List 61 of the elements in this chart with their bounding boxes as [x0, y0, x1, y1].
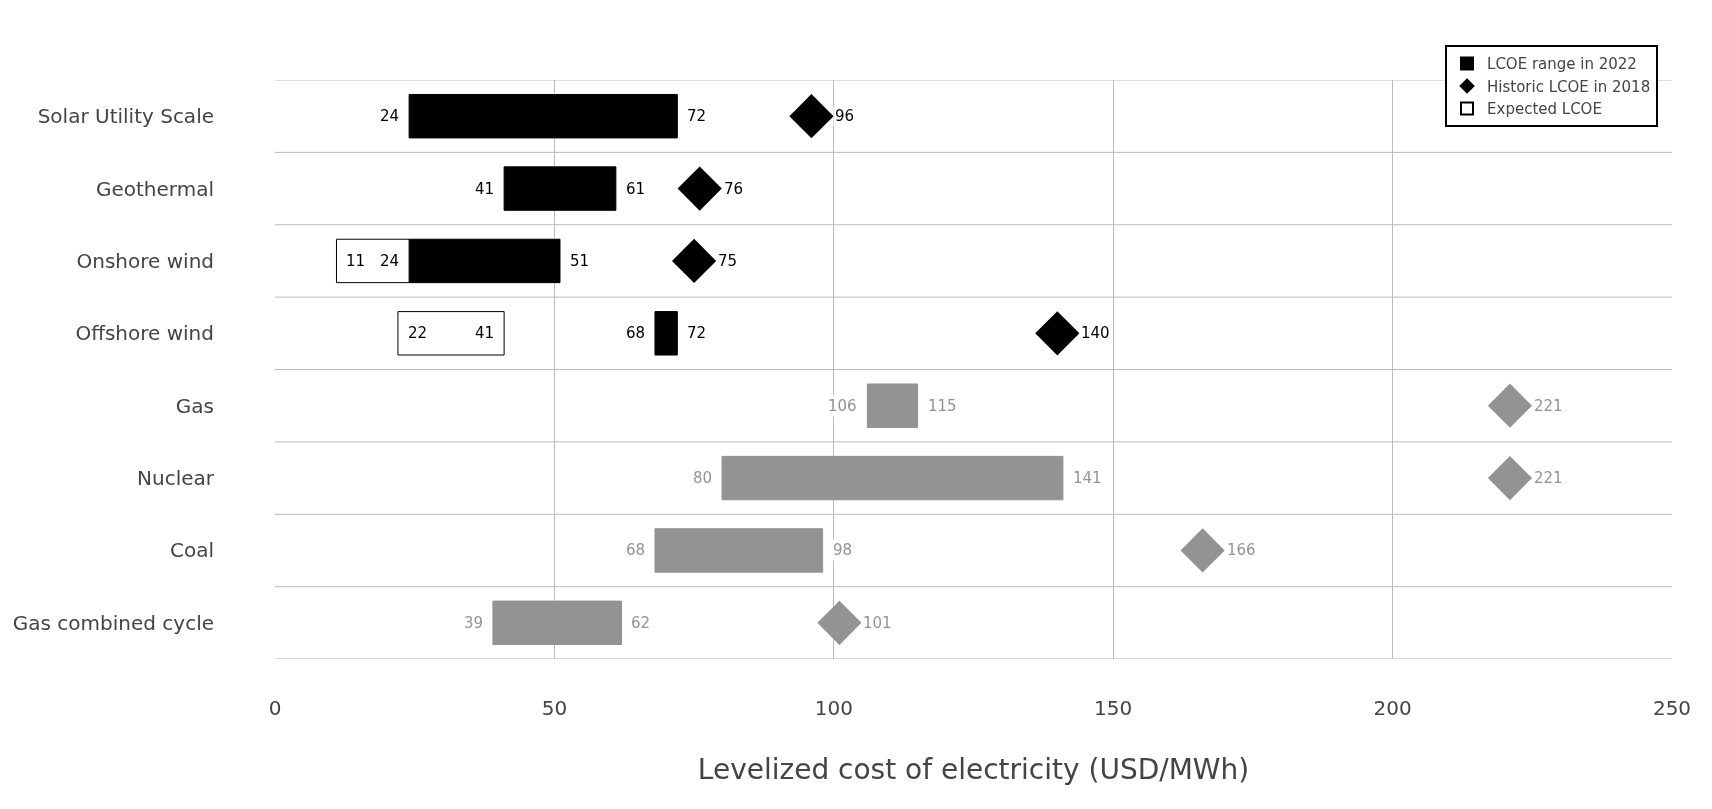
- x-tick-label: 50: [541, 696, 568, 720]
- annotation: 106: [828, 397, 857, 415]
- point: [1180, 528, 1225, 573]
- annotation: 115: [928, 397, 957, 415]
- point: [672, 238, 717, 284]
- y-tick-label: Nuclear: [137, 466, 215, 491]
- annotation: 22: [408, 324, 428, 342]
- bar: [654, 311, 678, 356]
- annotation: 98: [833, 541, 853, 559]
- x-tick-label: 250: [1652, 696, 1692, 720]
- annotation: 68: [626, 324, 646, 342]
- legend-label: LCOE range in 2022: [1487, 55, 1637, 74]
- x-axis-title: Levelized cost of electricity (USD/MWh): [697, 753, 1250, 787]
- annotation: 75: [718, 252, 738, 270]
- annotation: 72: [687, 107, 707, 125]
- x-tick-label: 200: [1373, 696, 1412, 720]
- annotation: 140: [1081, 324, 1110, 342]
- annotation: 96: [835, 107, 855, 125]
- x-tick-label: 0: [268, 696, 282, 720]
- point: [1035, 311, 1080, 356]
- annotation: 41: [475, 324, 495, 342]
- legend-label: Historic LCOE in 2018: [1487, 77, 1651, 96]
- annotation: 72: [687, 324, 707, 342]
- y-tick-label: Gas: [175, 393, 214, 418]
- bar: [654, 528, 824, 573]
- annotation: 221: [1534, 397, 1563, 415]
- y-tick-label: Geothermal: [95, 176, 214, 201]
- legend-label: Expected LCOE: [1487, 100, 1602, 119]
- annotation: 101: [863, 614, 892, 632]
- x-tick-label: 150: [1094, 696, 1133, 720]
- annotation: 62: [631, 614, 651, 632]
- y-tick-label: Offshore wind: [75, 321, 214, 346]
- point: [1487, 383, 1533, 428]
- bar: [503, 166, 617, 211]
- point: [817, 600, 862, 645]
- bar: [492, 600, 622, 646]
- annotation: 76: [724, 180, 744, 198]
- annotation: 61: [626, 180, 646, 198]
- annotation: 41: [475, 180, 495, 198]
- annotation: 24: [380, 252, 400, 270]
- annotation: 221: [1534, 469, 1563, 487]
- bar: [866, 383, 919, 428]
- point: [1487, 455, 1533, 501]
- annotation: 141: [1073, 469, 1102, 487]
- point: [677, 166, 722, 211]
- annotation: 24: [380, 107, 400, 125]
- y-tick-label: Gas combined cycle: [12, 610, 214, 635]
- y-tick-label: Solar Utility Scale: [37, 104, 214, 129]
- x-tick-label: 100: [814, 696, 853, 720]
- bar: [721, 455, 1064, 501]
- annotation: 68: [626, 541, 646, 559]
- bar: [397, 311, 505, 356]
- annotation: 80: [693, 469, 713, 487]
- point: [789, 94, 834, 139]
- bar: [408, 93, 678, 139]
- annotation: 51: [570, 252, 590, 270]
- annotation: 11: [346, 252, 366, 270]
- y-tick-label: Coal: [169, 538, 214, 563]
- y-tick-label: Onshore wind: [76, 248, 214, 273]
- annotation: 39: [464, 614, 484, 632]
- annotation: 166: [1227, 541, 1256, 559]
